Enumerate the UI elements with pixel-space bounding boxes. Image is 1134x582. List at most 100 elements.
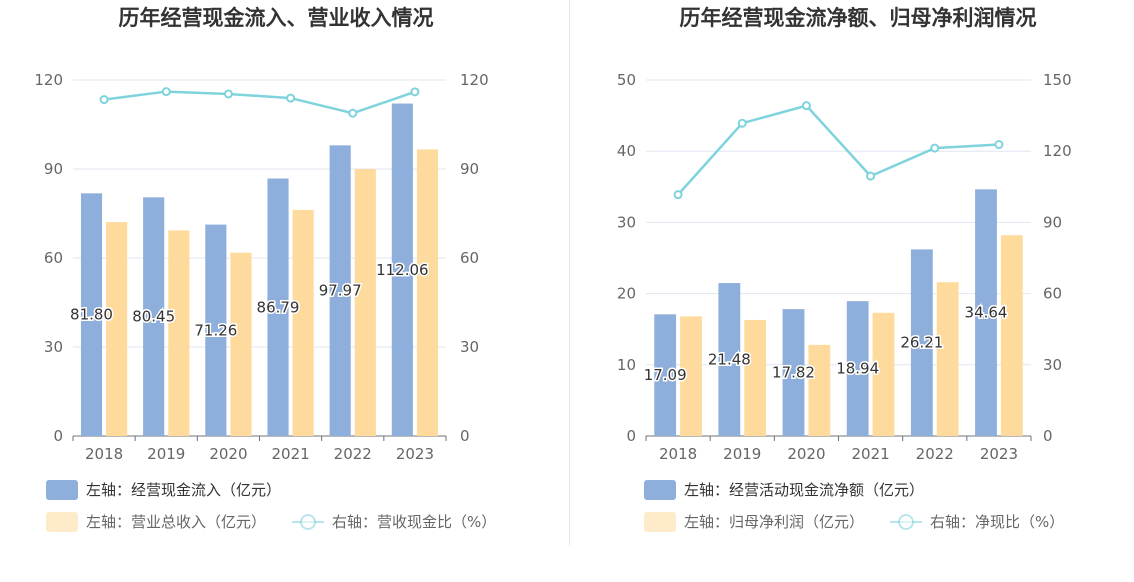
bar-data-label: 112.06 bbox=[376, 261, 429, 279]
legend-swatch bbox=[46, 512, 78, 532]
ratio-line bbox=[677, 104, 999, 196]
bar-primary[interactable] bbox=[975, 189, 997, 436]
right-axis-tick-label: 120 bbox=[460, 71, 489, 89]
ratio-point[interactable] bbox=[161, 87, 171, 97]
bar-secondary[interactable] bbox=[680, 316, 702, 436]
bar-data-label: 18.94 bbox=[836, 360, 879, 378]
bar-primary[interactable] bbox=[910, 249, 933, 436]
x-axis-tick-label: 2023 bbox=[396, 445, 434, 463]
bar-data-label: 17.09 bbox=[644, 366, 687, 384]
panel-divider bbox=[569, 0, 570, 545]
right-axis-tick-label: 0 bbox=[460, 427, 470, 445]
bar-secondary[interactable] bbox=[354, 169, 376, 436]
bar-data-label: 26.21 bbox=[900, 334, 943, 352]
legend-swatch bbox=[644, 512, 676, 532]
legend-item[interactable]: 左轴：经营现金流入（亿元） bbox=[46, 480, 281, 500]
bar-primary[interactable] bbox=[329, 145, 351, 437]
bar-data-label: 86.79 bbox=[257, 298, 300, 316]
legend-label: 左轴：经营活动现金流净额（亿元） bbox=[684, 481, 924, 499]
bar-primary[interactable] bbox=[267, 178, 289, 436]
ratio-point[interactable] bbox=[348, 108, 358, 118]
right-axis-tick-label: 150 bbox=[1043, 71, 1072, 89]
bar-primary[interactable] bbox=[782, 309, 805, 436]
bar-primary[interactable] bbox=[718, 283, 741, 436]
bar-secondary[interactable] bbox=[936, 282, 959, 436]
right-axis-tick-label: 60 bbox=[460, 249, 479, 267]
legend-item[interactable]: 右轴：营收现金比（%） bbox=[292, 513, 496, 531]
x-axis-tick-label: 2019 bbox=[723, 445, 761, 463]
ratio-point[interactable] bbox=[410, 87, 420, 97]
bar-data-label: 80.45 bbox=[132, 308, 175, 326]
legend-swatch bbox=[46, 480, 78, 500]
left-axis-tick-label: 90 bbox=[44, 160, 63, 178]
ratio-point[interactable] bbox=[737, 118, 747, 128]
bar-secondary[interactable] bbox=[106, 222, 128, 436]
left-axis-tick-label: 120 bbox=[34, 71, 63, 89]
bar-secondary[interactable] bbox=[168, 230, 190, 436]
right-axis-tick-label: 90 bbox=[1043, 213, 1062, 231]
ratio-point[interactable] bbox=[286, 93, 296, 103]
bar-primary[interactable] bbox=[80, 193, 103, 436]
left-axis-tick-label: 30 bbox=[617, 213, 636, 231]
x-axis-tick-label: 2022 bbox=[334, 445, 372, 463]
left-axis-tick-label: 60 bbox=[44, 249, 63, 267]
legend-label: 右轴：营收现金比（%） bbox=[332, 513, 496, 531]
ratio-point[interactable] bbox=[223, 89, 233, 99]
bar-primary[interactable] bbox=[654, 314, 677, 436]
bar-secondary[interactable] bbox=[744, 319, 767, 436]
bar-data-label: 17.82 bbox=[772, 364, 815, 382]
ratio-point[interactable] bbox=[930, 143, 940, 153]
legend-label: 左轴：经营现金流入（亿元） bbox=[86, 481, 281, 499]
chart-title: 历年经营现金流净额、归母净利润情况 bbox=[680, 6, 1037, 30]
chart-2: 历年经营现金流净额、归母净利润情况 0 10 20 30 40 50 0 30 60 90 120 15… bbox=[617, 6, 1072, 532]
ratio-point[interactable] bbox=[866, 171, 876, 181]
bar-data-label: 97.97 bbox=[319, 282, 362, 300]
x-axis-tick-label: 2021 bbox=[851, 445, 889, 463]
right-axis-tick-label: 60 bbox=[1043, 285, 1062, 303]
right-axis-tick-label: 30 bbox=[1043, 356, 1062, 374]
left-axis-tick-label: 0 bbox=[626, 427, 636, 445]
x-axis-tick-label: 2018 bbox=[85, 445, 123, 463]
legend-marker bbox=[898, 514, 914, 530]
ratio-point[interactable] bbox=[99, 95, 109, 105]
x-axis-tick-label: 2023 bbox=[980, 445, 1018, 463]
bar-secondary[interactable] bbox=[230, 252, 252, 436]
legend-marker bbox=[300, 514, 316, 530]
legend-item[interactable]: 右轴：净现比（%） bbox=[890, 513, 1064, 531]
legend-item[interactable]: 左轴：归母净利润（亿元） bbox=[644, 512, 864, 532]
ratio-point[interactable] bbox=[994, 140, 1004, 150]
bar-data-label: 71.26 bbox=[194, 321, 237, 339]
bar-secondary[interactable] bbox=[872, 312, 895, 436]
bar-secondary[interactable] bbox=[808, 344, 831, 436]
ratio-line bbox=[103, 90, 416, 115]
bar-primary[interactable] bbox=[205, 224, 227, 436]
right-axis-tick-label: 30 bbox=[460, 338, 479, 356]
bar-primary[interactable] bbox=[846, 301, 869, 436]
left-axis-tick-label: 40 bbox=[617, 142, 636, 160]
x-axis-tick-label: 2020 bbox=[209, 445, 247, 463]
ratio-point[interactable] bbox=[673, 190, 683, 200]
x-axis-tick-label: 2020 bbox=[787, 445, 825, 463]
legend-swatch bbox=[644, 480, 676, 500]
left-axis-tick-label: 50 bbox=[617, 71, 636, 89]
legend-label: 右轴：净现比（%） bbox=[930, 513, 1064, 531]
bar-primary[interactable] bbox=[143, 197, 165, 436]
legend-item[interactable]: 左轴：营业总收入（亿元） bbox=[46, 512, 266, 532]
left-axis-tick-label: 0 bbox=[53, 427, 63, 445]
bar-secondary[interactable] bbox=[292, 209, 314, 436]
bar-secondary[interactable] bbox=[416, 149, 439, 437]
ratio-point[interactable] bbox=[801, 101, 811, 111]
left-axis-tick-label: 20 bbox=[617, 285, 636, 303]
legend-label: 左轴：营业总收入（亿元） bbox=[86, 513, 266, 531]
x-axis-tick-label: 2022 bbox=[916, 445, 954, 463]
bar-primary[interactable] bbox=[391, 103, 413, 437]
legend-label: 左轴：归母净利润（亿元） bbox=[684, 513, 864, 531]
x-axis-tick-label: 2019 bbox=[147, 445, 185, 463]
x-axis-tick-label: 2018 bbox=[659, 445, 697, 463]
right-axis-tick-label: 120 bbox=[1043, 142, 1072, 160]
legend-item[interactable]: 左轴：经营活动现金流净额（亿元） bbox=[644, 480, 924, 500]
bar-secondary[interactable] bbox=[1000, 235, 1023, 436]
chart-1: 历年经营现金流入、营业收入情况 0 30 60 90 120 0 30 60 90 120 2018 2… bbox=[34, 6, 496, 532]
